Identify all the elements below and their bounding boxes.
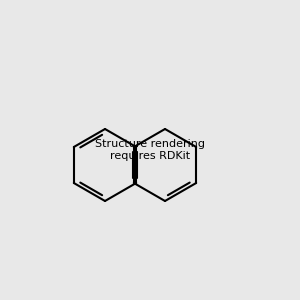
Text: Structure rendering
requires RDKit: Structure rendering requires RDKit [95,139,205,161]
